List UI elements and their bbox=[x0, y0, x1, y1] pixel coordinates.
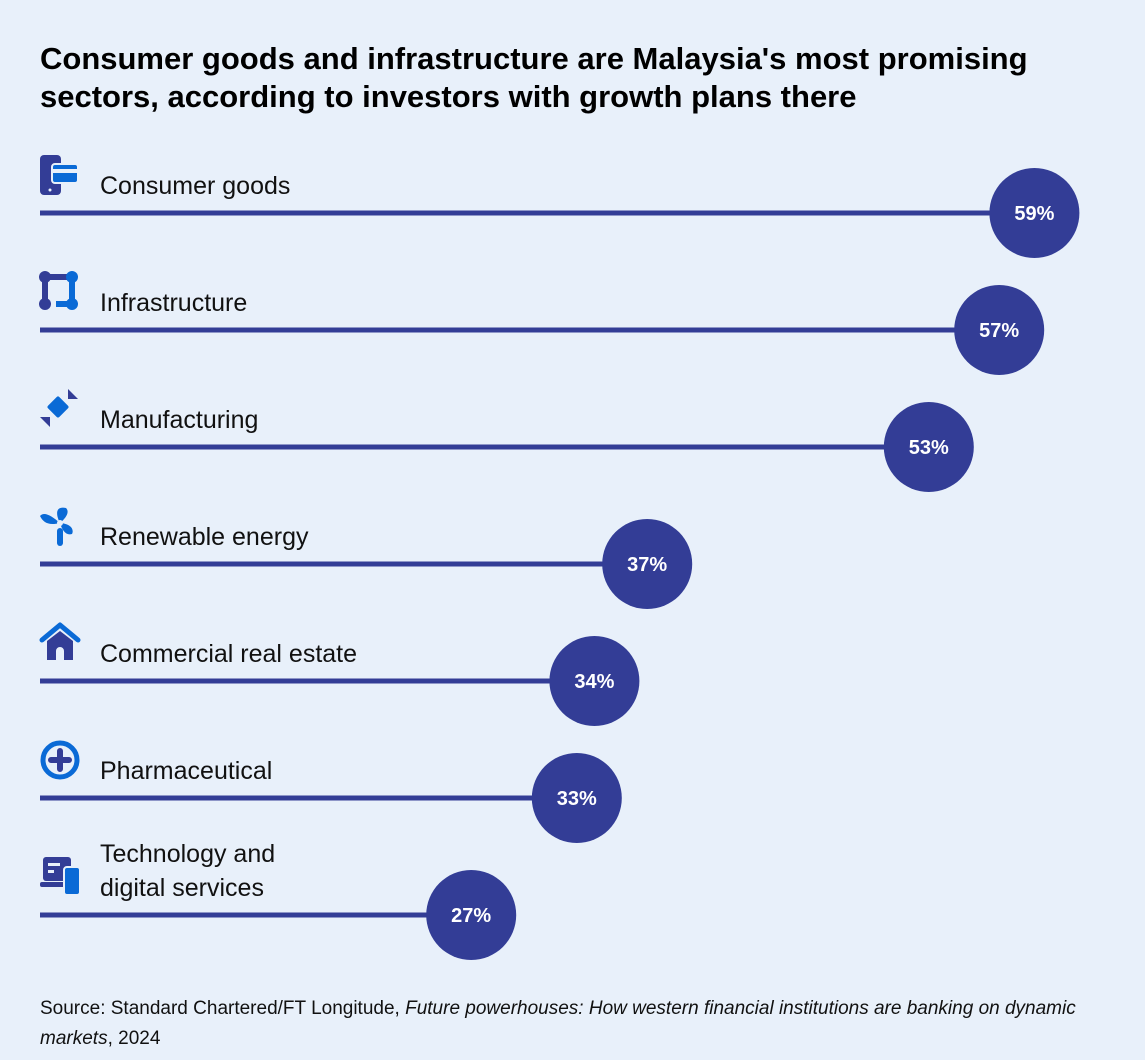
value-label: 27% bbox=[451, 905, 491, 927]
category-label: Pharmaceutical bbox=[100, 757, 272, 785]
bar-row: Consumer goods 59% bbox=[40, 155, 1080, 258]
category-label: digital services bbox=[100, 874, 264, 902]
bar-row: Manufacturing 53% bbox=[40, 389, 974, 492]
category-label: Consumer goods bbox=[100, 172, 290, 200]
bar bbox=[40, 444, 929, 450]
source-suffix: , 2024 bbox=[107, 1028, 161, 1049]
manufacturing-icon bbox=[40, 389, 78, 427]
value-bubble bbox=[531, 753, 622, 843]
bar bbox=[40, 678, 595, 684]
category-label: Commercial real estate bbox=[100, 640, 357, 668]
value-label: 37% bbox=[627, 554, 667, 576]
value-bubble bbox=[883, 402, 974, 492]
category-label: Renewable energy bbox=[100, 523, 309, 551]
value-bubble bbox=[602, 519, 693, 609]
value-label: 33% bbox=[557, 788, 597, 810]
house-icon bbox=[39, 622, 81, 660]
devices-icon bbox=[40, 857, 81, 896]
bar-row: Technology and digital services 27% bbox=[40, 840, 517, 960]
bar-row: Infrastructure 57% bbox=[39, 271, 1045, 375]
value-bubble bbox=[954, 285, 1045, 375]
value-bubble bbox=[426, 870, 517, 960]
source-note: Source: Standard Chartered/FT Longitude,… bbox=[40, 994, 1100, 1054]
value-label: 59% bbox=[1014, 203, 1054, 225]
category-label: Technology and bbox=[100, 840, 275, 868]
bar bbox=[40, 912, 472, 918]
bar-row: Renewable energy 37% bbox=[40, 507, 693, 609]
category-label: Manufacturing bbox=[100, 406, 258, 434]
value-bubble bbox=[989, 168, 1080, 258]
bar-row: Commercial real estate 34% bbox=[39, 622, 640, 726]
wind-turbine-icon bbox=[40, 507, 73, 546]
source-title: Future powerhouses: How western financia… bbox=[40, 998, 1076, 1049]
bar bbox=[40, 561, 648, 567]
bar bbox=[40, 327, 1000, 333]
chart-title: Consumer goods and infrastructure are Ma… bbox=[40, 41, 1028, 114]
medical-cross-icon bbox=[40, 740, 80, 780]
value-label: 34% bbox=[574, 671, 614, 693]
value-label: 53% bbox=[909, 437, 949, 459]
value-label: 57% bbox=[979, 320, 1019, 342]
category-label: Infrastructure bbox=[100, 289, 247, 317]
phone-card-icon bbox=[40, 155, 79, 195]
bar bbox=[40, 795, 577, 801]
source-prefix: Source: Standard Chartered/FT Longitude, bbox=[40, 998, 406, 1019]
bar-row: Pharmaceutical 33% bbox=[40, 740, 622, 843]
network-nodes-icon bbox=[39, 271, 78, 310]
bar bbox=[40, 210, 1035, 216]
value-bubble bbox=[549, 636, 640, 726]
